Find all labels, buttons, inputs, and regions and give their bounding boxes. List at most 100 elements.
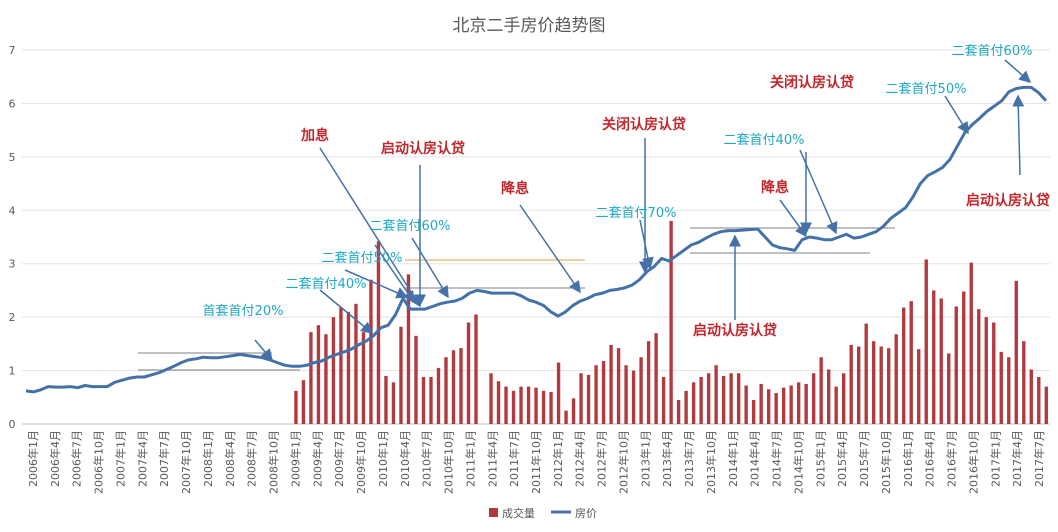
volume-bar <box>932 290 936 424</box>
x-tick-label: 2016年4月 <box>923 430 937 487</box>
volume-bar <box>999 351 1003 424</box>
volume-bar <box>661 376 666 424</box>
volume-bars <box>294 220 1048 424</box>
x-tick-label: 2012年1月 <box>551 430 565 487</box>
volume-bar <box>669 220 673 424</box>
legend-swatch-volume <box>489 508 498 517</box>
price-line <box>25 85 1048 394</box>
volume-bar <box>706 373 711 424</box>
volume-bar <box>586 374 591 424</box>
annotation-red: 启动认房认贷 <box>966 192 1050 209</box>
annotation-cyan: 二套首付60% <box>952 43 1033 59</box>
x-tick-label: 2008年4月 <box>223 430 237 487</box>
volume-bar <box>857 346 861 424</box>
volume-bar <box>541 390 546 424</box>
volume-bar <box>391 382 396 424</box>
x-tick-label: 2014年7月 <box>770 430 784 487</box>
volume-bar <box>331 317 336 424</box>
annotation-cyan: 二套首付40% <box>724 132 805 148</box>
volume-bar <box>804 383 808 424</box>
annotation-cyan: 首套首付20% <box>203 303 284 319</box>
volume-bar <box>414 335 418 424</box>
x-tick-label: 2006年1月 <box>26 430 40 487</box>
volume-bar <box>1029 369 1033 424</box>
volume-bar <box>609 344 613 424</box>
y-tick-label: 3 <box>9 258 16 271</box>
volume-bar <box>309 332 313 424</box>
volume-bar <box>346 311 351 424</box>
volume-bar <box>459 348 463 424</box>
volume-bar <box>691 382 696 424</box>
annotation-red: 降息 <box>501 180 529 197</box>
x-tick-label: 2008年7月 <box>245 430 259 487</box>
annotation-arrow <box>1012 94 1025 176</box>
x-tick-label: 2012年4月 <box>573 430 587 487</box>
legend-label-price: 房价 <box>575 507 597 520</box>
x-tick-label: 2006年10月 <box>92 430 106 494</box>
volume-bar <box>466 322 471 424</box>
volume-bar <box>579 373 583 424</box>
annotations: 加息启动认房认贷降息关闭认房认贷降息关闭认房认贷启动认房认贷启动认房认贷首套首付… <box>203 43 1050 339</box>
volume-bar <box>947 353 951 424</box>
volume-bar <box>834 386 838 424</box>
x-tick-label: 2009年10月 <box>354 430 368 494</box>
x-tick-label: 2017年7月 <box>1032 430 1046 487</box>
annotation-red: 降息 <box>761 179 789 196</box>
x-tick-label: 2013年7月 <box>682 430 696 487</box>
volume-bar <box>864 323 868 424</box>
volume-bar <box>361 332 366 424</box>
legend-label-volume: 成交量 <box>502 506 535 520</box>
x-tick-label: 2009年7月 <box>332 430 346 487</box>
y-tick-label: 5 <box>9 151 16 164</box>
x-tick-label: 2011年7月 <box>507 430 521 487</box>
annotation-red: 启动认房认贷 <box>693 322 777 339</box>
x-tick-label: 2008年10月 <box>267 430 281 494</box>
x-tick-label: 2013年10月 <box>704 430 718 494</box>
volume-bar <box>519 386 523 424</box>
volume-bar <box>646 341 651 424</box>
volume-bar <box>594 365 598 424</box>
volume-bar <box>631 370 636 424</box>
volume-bar <box>984 317 988 424</box>
volume-bar <box>316 325 321 424</box>
annotation-cyan: 二套首付60% <box>370 218 451 234</box>
volume-bar <box>489 373 493 424</box>
volume-bar <box>992 322 996 424</box>
annotation-arrow <box>319 147 421 308</box>
volume-bar <box>939 298 943 424</box>
x-tick-label: 2012年10月 <box>616 430 630 494</box>
x-tick-label: 2014年4月 <box>748 430 762 487</box>
volume-bar <box>909 301 913 424</box>
volume-bar <box>977 309 981 424</box>
volume-bar <box>511 390 516 424</box>
x-tick-label: 2014年1月 <box>726 430 740 487</box>
annotation-arrow <box>944 95 969 135</box>
volume-bar <box>894 334 898 424</box>
volume-bar <box>376 241 381 424</box>
annotation-arrow <box>1004 59 1032 83</box>
volume-bar <box>526 386 531 424</box>
gridlines <box>22 49 1050 425</box>
volume-bar <box>849 344 853 424</box>
y-tick-label: 2 <box>9 311 16 324</box>
x-tick-label: 2007年10月 <box>179 430 193 494</box>
annotation-arrow <box>779 199 807 238</box>
volume-bar <box>616 348 621 424</box>
volume-bar <box>294 390 298 424</box>
x-axis: 2006年1月 2006年4月 2006年7月 2006年10月 2007年1月 2007… <box>26 430 1046 494</box>
volume-bar <box>962 291 966 424</box>
x-tick-label: 2010年4月 <box>398 430 412 487</box>
x-tick-label: 2015年10月 <box>879 430 893 494</box>
volume-bar <box>796 382 801 424</box>
x-tick-label: 2007年4月 <box>135 430 149 487</box>
x-tick-label: 2006年7月 <box>70 430 84 487</box>
x-tick-label: 2015年1月 <box>813 430 827 487</box>
annotation-arrow <box>374 244 415 304</box>
guide-lines <box>138 227 895 371</box>
chart-title: 北京二手房价趋势图 <box>453 16 606 36</box>
annotation-cyan: 二套首付70% <box>596 205 677 221</box>
volume-bar <box>789 385 793 424</box>
volume-bar <box>826 369 831 424</box>
volume-bar <box>1007 357 1011 424</box>
volume-bar <box>917 349 921 424</box>
